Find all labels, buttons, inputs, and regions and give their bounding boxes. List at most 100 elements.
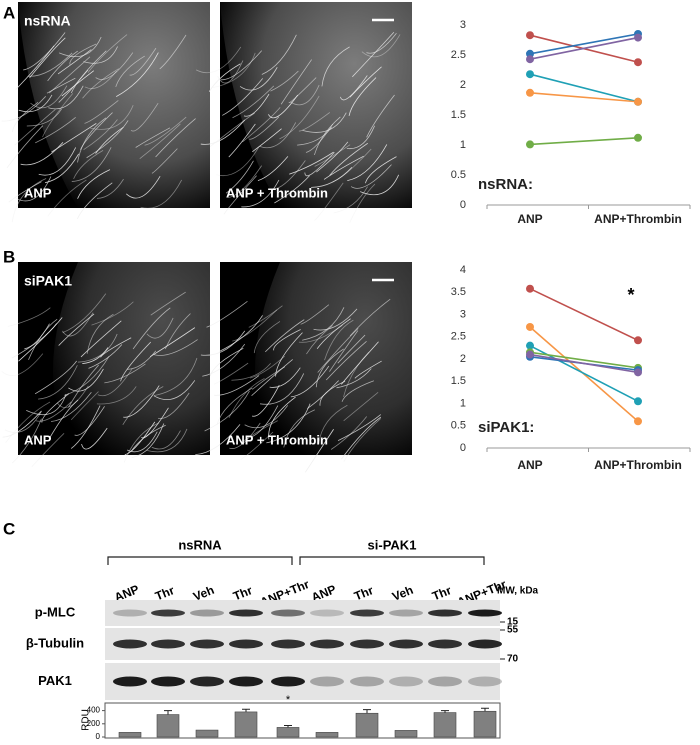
fiber bbox=[73, 150, 104, 180]
fiber bbox=[123, 385, 160, 418]
fiber bbox=[366, 32, 397, 54]
y-tick-label: 3.5 bbox=[451, 286, 466, 298]
fiber bbox=[274, 175, 310, 204]
fiber bbox=[86, 313, 114, 354]
point bbox=[526, 88, 534, 97]
fiber bbox=[268, 94, 299, 119]
bar bbox=[355, 712, 379, 738]
image-label: nsRNA bbox=[24, 13, 71, 29]
fiber bbox=[195, 46, 242, 74]
fiber bbox=[264, 319, 305, 353]
fiber bbox=[87, 34, 128, 73]
y-axis-label: RDU bbox=[81, 709, 92, 731]
bar bbox=[234, 711, 258, 738]
fiber bbox=[130, 424, 166, 452]
band bbox=[468, 676, 502, 687]
row-label: β-Tubulin bbox=[26, 635, 84, 650]
fiber bbox=[130, 102, 159, 132]
fiber bbox=[76, 182, 113, 220]
fiber bbox=[336, 368, 372, 389]
fiber bbox=[149, 327, 196, 358]
fiber bbox=[116, 52, 159, 97]
fiber bbox=[347, 144, 388, 182]
fiber bbox=[302, 112, 347, 133]
fiber bbox=[45, 153, 80, 184]
fiber bbox=[323, 155, 364, 180]
fiber bbox=[147, 428, 188, 453]
cell-area bbox=[18, 2, 210, 208]
fiber bbox=[68, 368, 104, 392]
y-tick-label: 0 bbox=[460, 199, 466, 211]
fiber bbox=[131, 423, 165, 458]
point bbox=[634, 368, 642, 377]
fiber bbox=[26, 394, 67, 415]
band bbox=[389, 639, 423, 649]
fiber bbox=[48, 56, 91, 94]
y-tick-label: 2.5 bbox=[451, 49, 466, 61]
fiber bbox=[311, 167, 353, 188]
fiber bbox=[51, 392, 92, 422]
y-tick-label: 2 bbox=[460, 353, 466, 365]
fiber bbox=[206, 301, 248, 328]
fiber bbox=[90, 105, 134, 130]
bar bbox=[156, 714, 180, 738]
fiber bbox=[220, 50, 263, 81]
fiber bbox=[4, 410, 43, 433]
band bbox=[151, 676, 185, 687]
inner-label: nsRNA: bbox=[478, 176, 533, 193]
bar bbox=[433, 712, 457, 738]
band bbox=[229, 609, 263, 617]
fiber bbox=[77, 169, 111, 199]
band bbox=[310, 639, 344, 649]
fiber bbox=[306, 325, 333, 355]
fiber bbox=[290, 84, 320, 106]
y-tick-label: 0.5 bbox=[451, 169, 466, 181]
fiber bbox=[83, 46, 118, 64]
fiber bbox=[57, 49, 92, 75]
y-tick-label: 1 bbox=[460, 139, 466, 151]
fiber bbox=[231, 363, 271, 381]
y-tick-label: 200 bbox=[87, 719, 101, 728]
fiber bbox=[2, 411, 42, 438]
fiber bbox=[62, 293, 107, 334]
fiber bbox=[243, 420, 278, 442]
fiber bbox=[204, 390, 250, 432]
fiber bbox=[349, 298, 391, 337]
fiber bbox=[337, 334, 366, 364]
fiber bbox=[150, 291, 186, 316]
point bbox=[526, 70, 534, 79]
band bbox=[350, 676, 384, 687]
fiber bbox=[68, 364, 99, 408]
fiber bbox=[12, 418, 42, 464]
fiber bbox=[16, 176, 52, 202]
fiber bbox=[333, 186, 368, 214]
point bbox=[634, 97, 642, 106]
fiber bbox=[339, 75, 368, 101]
band bbox=[428, 609, 462, 617]
fiber bbox=[38, 365, 78, 400]
fiber bbox=[225, 160, 254, 194]
fiber bbox=[84, 100, 119, 124]
band bbox=[151, 639, 185, 649]
x-tick-label: ANP+Thrombin bbox=[594, 212, 682, 226]
fiber bbox=[350, 164, 392, 189]
fiber bbox=[304, 429, 334, 473]
fiber bbox=[280, 59, 312, 105]
fiber bbox=[34, 360, 77, 395]
fiber bbox=[70, 405, 101, 449]
group-label: si-PAK1 bbox=[368, 537, 417, 552]
y-tick-label: 3 bbox=[460, 19, 466, 31]
fiber bbox=[341, 341, 379, 385]
point bbox=[526, 55, 534, 64]
image-caption: ANP bbox=[24, 185, 52, 200]
image-caption: ANP + Thrombin bbox=[226, 432, 328, 447]
band bbox=[468, 609, 502, 617]
mw-header: MW, kDa bbox=[497, 586, 539, 597]
fiber bbox=[361, 34, 401, 58]
fiber bbox=[104, 363, 146, 384]
fiber bbox=[86, 120, 129, 159]
fiber bbox=[35, 401, 72, 422]
panel-label: B bbox=[3, 247, 15, 266]
band bbox=[190, 609, 224, 617]
